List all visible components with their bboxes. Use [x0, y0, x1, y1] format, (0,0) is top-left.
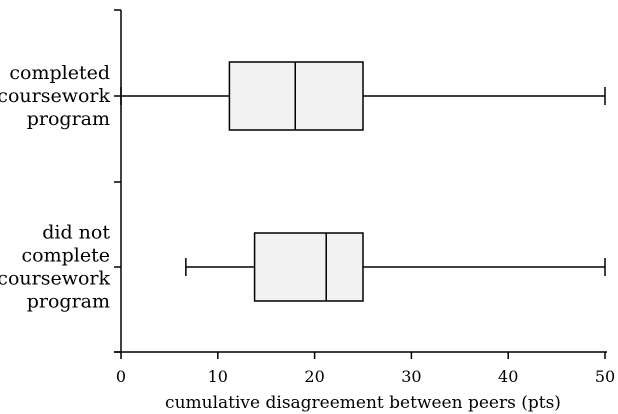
category-label: did not complete coursework program [0, 222, 110, 313]
box-iqr [253, 232, 364, 302]
x-tick-label: 30 [401, 367, 421, 386]
category-label-line: completed [9, 62, 110, 84]
category-label-line: complete [22, 245, 110, 267]
x-axis-title: cumulative disagreement between peers (p… [165, 393, 561, 413]
box-iqr [228, 61, 364, 131]
category-label-line: program [27, 108, 110, 130]
category-label-line: program [27, 291, 110, 313]
x-tick-label: 0 [116, 367, 126, 386]
category-label-line: did not [42, 222, 110, 244]
x-tick-label: 40 [498, 367, 518, 386]
category-label-line: coursework [0, 85, 110, 107]
category-label-line: coursework [0, 268, 110, 290]
category-label: completed coursework program [0, 62, 110, 130]
x-tick-label: 50 [595, 367, 615, 386]
x-tick-label: 10 [208, 367, 228, 386]
x-tick-label: 20 [304, 367, 324, 386]
